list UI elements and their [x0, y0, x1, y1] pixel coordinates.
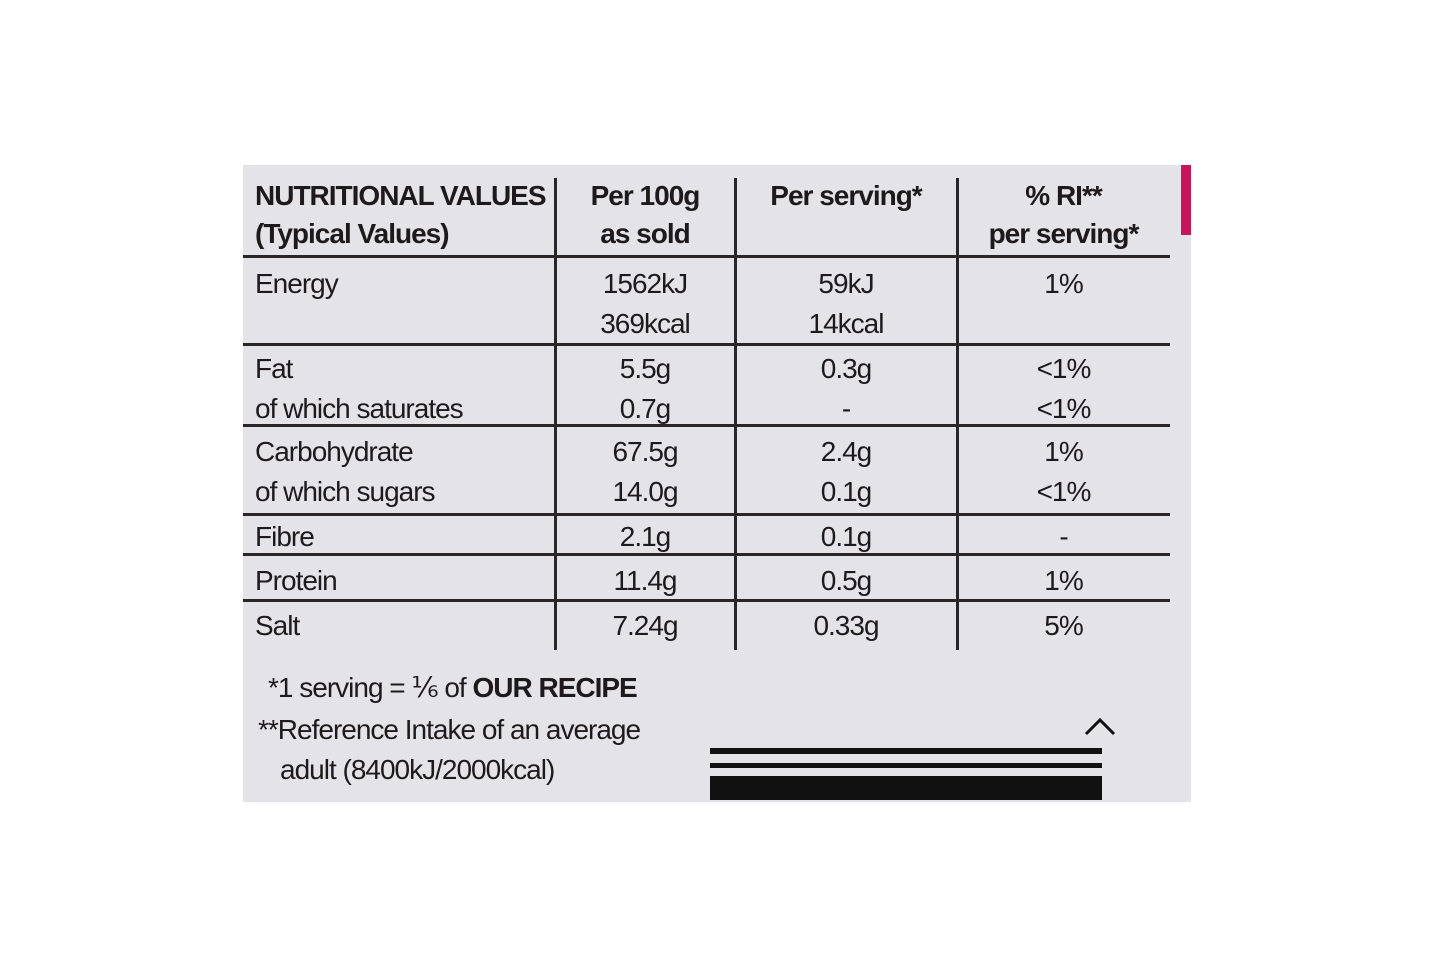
nutrient-name: of which saturates [255, 393, 464, 424]
nutrient-value: 7.24g [612, 610, 678, 641]
nutrient-value: 5% [1044, 610, 1083, 641]
nutrient-value: - [841, 393, 851, 424]
header-cell: as sold [600, 218, 690, 249]
label-background [243, 165, 1191, 802]
row-rule [243, 424, 1170, 427]
nutrient-value: - [1059, 521, 1068, 552]
nutrient-value: 0.1g [820, 521, 873, 552]
pack-edge [1181, 165, 1191, 235]
header-cell: Per 100g [590, 180, 701, 211]
nutrient-value: 0.3g [820, 353, 873, 384]
nutrient-value: 0.1g [820, 476, 873, 507]
header-cell: % RI** [1025, 180, 1102, 211]
nutrient-value: 1562kJ [602, 268, 688, 299]
header-cell: NUTRITIONAL VALUES [255, 180, 547, 211]
nutrient-name: Fibre [255, 521, 315, 552]
column-rule [734, 178, 737, 650]
footnote-serving: *1 serving = ⅙ of OUR RECIPE [268, 668, 638, 708]
nutrient-value: 1% [1044, 268, 1083, 299]
row-rule [243, 255, 1170, 258]
nutrient-value: 369kcal [600, 308, 691, 339]
header-cell: (Typical Values) [255, 218, 450, 249]
nutrient-value: 0.5g [820, 565, 873, 596]
nutrient-name: Carbohydrate [255, 436, 414, 467]
row-rule [243, 553, 1170, 556]
nutrient-value: 2.4g [820, 436, 873, 467]
stripe [710, 763, 1102, 768]
chevron [1084, 717, 1116, 736]
footnote-text: *1 serving = ⅙ of [268, 672, 473, 703]
nutrient-value: 11.4g [613, 565, 678, 596]
header-cell: per serving* [988, 218, 1140, 249]
nutrient-name: Energy [255, 268, 339, 299]
nutrient-value: 2.1g [619, 521, 672, 552]
nutrient-name: Fat [255, 353, 293, 384]
header-cell: Per serving* [770, 180, 922, 211]
stripe [710, 748, 1102, 754]
nutrient-value: 5.5g [619, 353, 672, 384]
column-rule [956, 178, 959, 650]
nutrient-name: Protein [255, 565, 338, 596]
nutrient-value: <1% [1036, 476, 1092, 507]
nutrient-value: 0.33g [813, 610, 879, 641]
footnote-emphasis: OUR RECIPE [472, 672, 637, 703]
nutrient-value: 1% [1044, 565, 1083, 596]
nutrient-value: <1% [1036, 393, 1092, 424]
nutrient-value: <1% [1036, 353, 1092, 384]
row-rule [243, 513, 1170, 516]
nutrient-value: 1% [1044, 436, 1083, 467]
nutrient-value: 14kcal [808, 308, 885, 339]
nutrient-value: 59kJ [818, 268, 874, 299]
row-rule [243, 599, 1170, 602]
stripe [710, 776, 1102, 800]
row-rule [243, 343, 1170, 346]
nutrient-value: 67.5g [612, 436, 678, 467]
nutrient-value: 0.7g [619, 393, 672, 424]
nutrient-name: Salt [255, 610, 300, 641]
footnote-reference: **Reference Intake of an average [258, 714, 641, 745]
nutrient-value: 14.0g [612, 476, 678, 507]
footnote-reference: adult (8400kJ/2000kcal) [280, 754, 555, 785]
nutrient-name: of which sugars [255, 476, 436, 507]
column-rule [554, 178, 557, 650]
